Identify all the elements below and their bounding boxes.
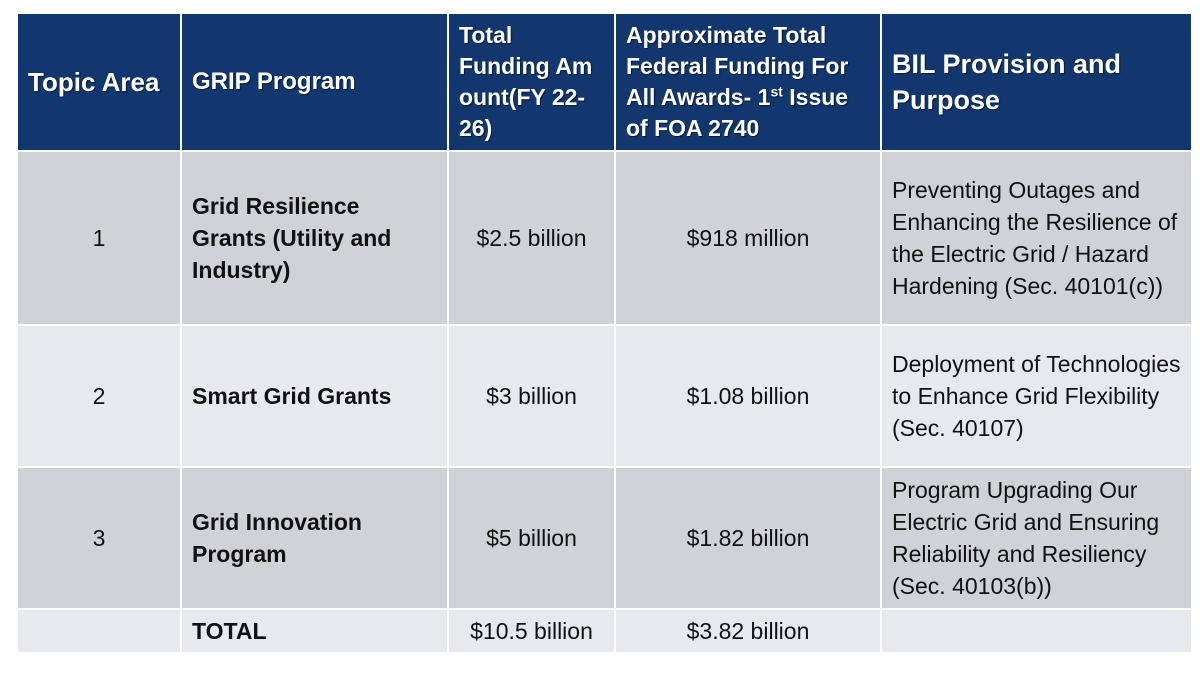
cell-topic-area	[16, 608, 182, 654]
header-total-funding: Total Funding Am ount(FY 22-26)	[447, 12, 616, 152]
header-row: Topic Area GRIP Program Total Funding Am…	[16, 12, 1193, 152]
cell-approx-federal: $1.82 billion	[614, 466, 882, 610]
header-approx-federal-funding: Approximate Total Federal Funding For Al…	[614, 12, 882, 152]
header-topic-area: Topic Area	[16, 12, 182, 152]
header-approx-text: Approximate Total Federal Funding For Al…	[626, 22, 849, 110]
header-bil-provision: BIL Provision and Purpose	[880, 12, 1193, 152]
header-grip-program: GRIP Program	[180, 12, 449, 152]
table-row: 3 Grid Innovation Program $5 billion $1.…	[16, 466, 1193, 610]
header-approx-superscript: st	[770, 83, 783, 100]
cell-program: Grid Resilience Grants (Utility and Indu…	[180, 150, 449, 326]
cell-topic-area: 2	[16, 324, 182, 468]
total-row: TOTAL $10.5 billion $3.82 billion	[16, 608, 1193, 654]
table-row: 2 Smart Grid Grants $3 billion $1.08 bil…	[16, 324, 1193, 468]
cell-total-funding: $5 billion	[447, 466, 616, 610]
cell-program: Grid Innovation Program	[180, 466, 449, 610]
cell-topic-area: 3	[16, 466, 182, 610]
cell-approx-federal: $918 million	[614, 150, 882, 326]
cell-program: Smart Grid Grants	[180, 324, 449, 468]
cell-purpose	[880, 608, 1193, 654]
grip-funding-table: Topic Area GRIP Program Total Funding Am…	[16, 12, 1193, 654]
cell-approx-federal: $1.08 billion	[614, 324, 882, 468]
cell-purpose: Preventing Outages and Enhancing the Res…	[880, 150, 1193, 326]
cell-approx-federal-sum: $3.82 billion	[614, 608, 882, 654]
cell-purpose: Deployment of Technologies to Enhance Gr…	[880, 324, 1193, 468]
cell-total-funding: $3 billion	[447, 324, 616, 468]
cell-total-funding-sum: $10.5 billion	[447, 608, 616, 654]
header-approx-text-end: Issue of FOA 2740	[626, 84, 849, 141]
cell-total-funding: $2.5 billion	[447, 150, 616, 326]
table-row: 1 Grid Resilience Grants (Utility and In…	[16, 150, 1193, 326]
cell-topic-area: 1	[16, 150, 182, 326]
cell-purpose: Program Upgrading Our Electric Grid and …	[880, 466, 1193, 610]
cell-total-label: TOTAL	[180, 608, 449, 654]
